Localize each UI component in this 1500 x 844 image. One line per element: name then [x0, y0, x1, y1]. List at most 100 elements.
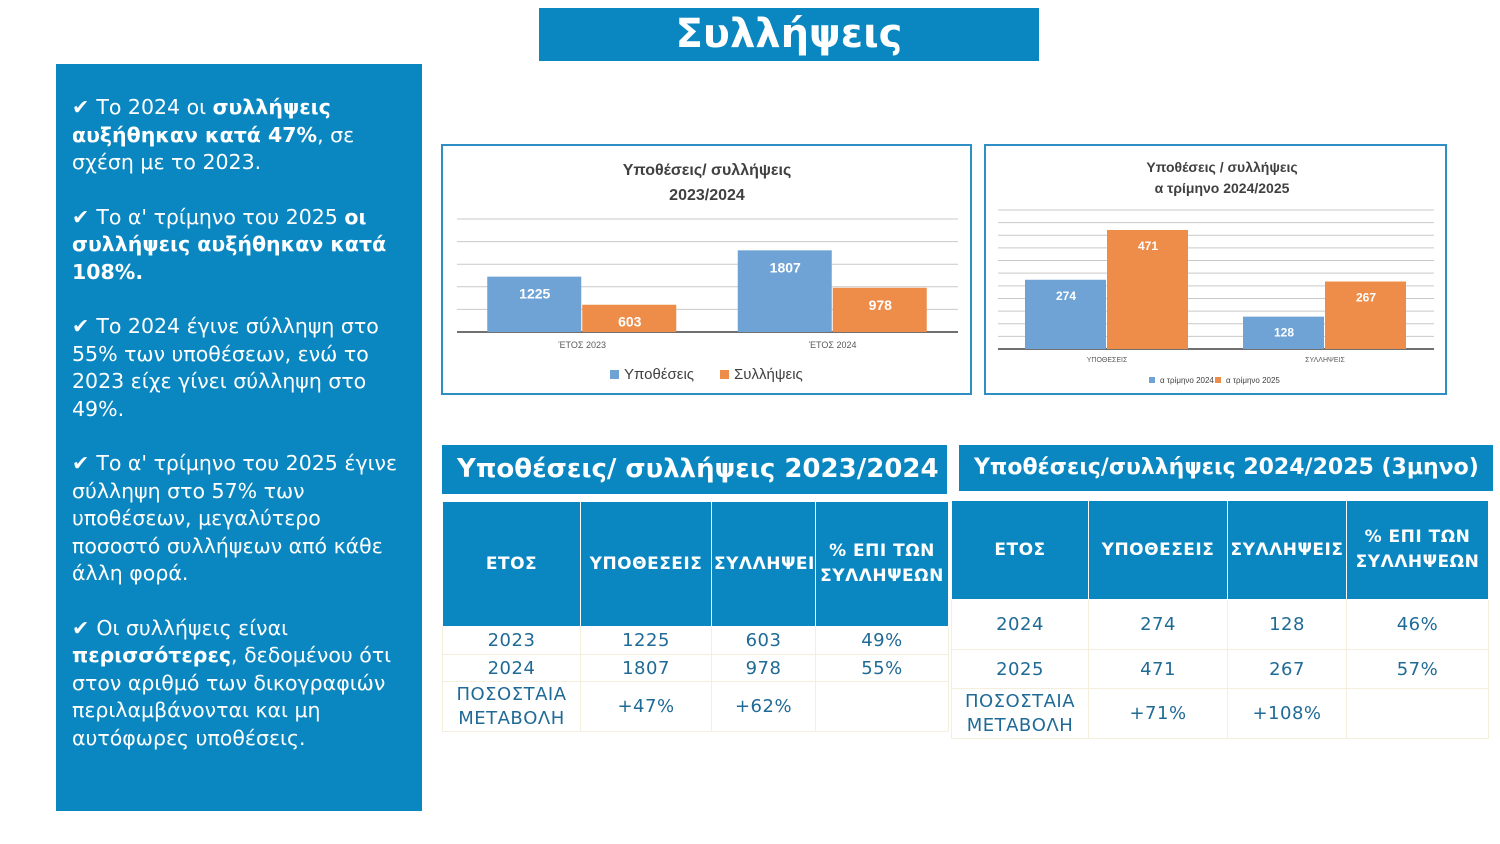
- table2: ΕΤΟΣ ΥΠΟΘΕΣΕΙΣ ΣΥΛΛΗΨΕΙΣ% ΕΠΙ ΤΩΝ ΣΥΛΛΗΨΕΩ…: [951, 500, 1489, 739]
- category-label: ΈΤΟΣ 2023: [558, 340, 606, 350]
- bullet-text: , δεδομένου ότι στον αριθμό των δικογραφ…: [72, 643, 392, 750]
- table-cell: [1346, 688, 1489, 739]
- chart-title: Υποθέσεις/ συλλήψεις: [623, 162, 792, 179]
- column-header: ΣΥΛΛΗΨΕΙΣ: [1227, 500, 1347, 600]
- table-cell: 55%: [815, 654, 949, 682]
- data-label: 1225: [519, 286, 550, 302]
- table-cell: 603: [711, 626, 816, 655]
- bar-series2: [1107, 229, 1188, 349]
- table-cell: 274: [1088, 599, 1228, 650]
- legend-label: Υποθέσεις: [624, 366, 694, 383]
- summary-bullet-5: ✔ Οι συλλήψεις είναι περισσότερες, δεδομ…: [72, 615, 408, 753]
- column-header: % ΕΠΙ ΤΩΝ ΣΥΛΛΗΨΕΩΝ: [815, 501, 949, 627]
- table-cell: 471: [1088, 649, 1228, 689]
- bullet-emphasis: συλλήψεις αυξήθηκαν κατά 47%: [72, 95, 331, 147]
- bar-series1: [737, 250, 832, 332]
- bullet-emphasis: περισσότερες: [72, 643, 232, 667]
- table-cell: +47%: [580, 681, 712, 732]
- summary-bullet-1: ✔ Το 2024 οι συλλήψεις αυξήθηκαν κατά 47…: [72, 94, 408, 177]
- bar-series1: [487, 276, 582, 332]
- bullet-text: , σε σχέση με το 2023.: [72, 122, 355, 175]
- checkmark-icon: ✔: [72, 314, 97, 338]
- category-label: ΣΥΛΛΗΨΕΙΣ: [1305, 357, 1345, 364]
- chart-title: 2023/2024: [669, 187, 745, 204]
- data-label: 267: [1356, 291, 1376, 305]
- legend-label: α τρίμηνο 2025: [1226, 376, 1280, 385]
- legend-swatch: [1215, 377, 1221, 383]
- table-row: 2025 471 267 57%: [951, 649, 1489, 689]
- legend-swatch: [1149, 377, 1155, 383]
- bullet-text: Οι συλλήψεις είναι: [96, 615, 289, 640]
- column-header: ΥΠΟΘΕΣΕΙΣ: [580, 501, 712, 627]
- table-cell: 267: [1227, 649, 1347, 689]
- data-label: 128: [1274, 326, 1294, 340]
- legend-swatch: [720, 370, 729, 379]
- bullet-text: Το α' τρίμηνο του 2025: [96, 204, 345, 229]
- table-cell: 57%: [1346, 649, 1489, 689]
- summary-panel: ✔ Το 2024 οι συλλήψεις αυξήθηκαν κατά 47…: [56, 64, 422, 811]
- data-label: 978: [869, 297, 893, 313]
- bullet-text: Το α' τρίμηνο του 2025 έγινε σύλληψη στο…: [72, 451, 398, 585]
- table1-title: Υποθέσεις/ συλλήψεις 2023/2024: [442, 445, 947, 494]
- table-cell: +71%: [1088, 688, 1228, 739]
- checkmark-icon: ✔: [72, 204, 97, 229]
- chart-title: α τρίμηνο 2024/2025: [1155, 180, 1290, 196]
- bar-series1: [1243, 316, 1324, 349]
- table-cell: 1807: [580, 654, 712, 682]
- table-cell: 128: [1227, 599, 1347, 650]
- table-row: 2024 1807 978 55%: [442, 654, 949, 682]
- legend-swatch: [610, 370, 619, 379]
- column-header: % ΕΠΙ ΤΩΝ ΣΥΛΛΗΨΕΩΝ: [1346, 500, 1489, 600]
- chart1-svg: Υποθέσεις/ συλλήψεις 2023/2024 1225 603 ΈΤΟΣ…: [457, 162, 958, 383]
- bar-series2: [832, 287, 927, 332]
- chart-cases-arrests-2023-2024: Υποθέσεις/ συλλήψεις 2023/2024 1225 603 ΈΤΟΣ…: [441, 144, 972, 395]
- chart-title: Υποθέσεις / συλλήψεις: [1146, 159, 1297, 175]
- table-row: 2023 1225 603 49%: [442, 626, 949, 655]
- bullet-text: Το 2024 έγινε σύλληψη στο 55% των υποθέσ…: [72, 314, 379, 421]
- table-row: 2024 274 128 46%: [951, 599, 1489, 650]
- table-cell: [815, 681, 949, 732]
- category-label: ΥΠΟΘΕΣΕΙΣ: [1087, 357, 1128, 364]
- bar-series2: [582, 304, 677, 332]
- table-cell: 1225: [580, 626, 712, 655]
- category-label: ΈΤΟΣ 2024: [808, 340, 856, 350]
- column-header: ΥΠΟΘΕΣΕΙΣ: [1088, 500, 1228, 600]
- table-cell: ΠΟΣΟΣΤΑΙΑ ΜΕΤΑΒΟΛΗ: [951, 688, 1089, 739]
- table-row: ΠΟΣΟΣΤΑΙΑ ΜΕΤΑΒΟΛΗ +71% +108%: [951, 688, 1489, 739]
- table-row: ΠΟΣΟΣΤΑΙΑ ΜΕΤΑΒΟΛΗ +47% +62%: [442, 681, 949, 732]
- table-cell: 2023: [442, 626, 581, 655]
- table-cell: ΠΟΣΟΣΤΑΙΑ ΜΕΤΑΒΟΛΗ: [442, 681, 581, 732]
- column-header: ΕΤΟΣ: [951, 500, 1089, 600]
- table-cell: +62%: [711, 681, 816, 732]
- checkmark-icon: ✔: [72, 95, 97, 119]
- data-label: 603: [618, 314, 642, 330]
- summary-bullet-3: ✔ Το 2024 έγινε σύλληψη στο 55% των υποθ…: [72, 313, 408, 423]
- summary-bullet-2: ✔ Το α' τρίμηνο του 2025 οι συλλήψεις αυ…: [72, 204, 408, 287]
- table-cell: 978: [711, 654, 816, 682]
- table2-title: Υποθέσεις/συλλήψεις 2024/2025 (3μηνο): [959, 445, 1493, 491]
- legend-label: α τρίμηνο 2024: [1160, 376, 1214, 385]
- data-label: 471: [1138, 239, 1158, 253]
- bullet-emphasis: οι συλλήψεις αυξήθηκαν κατά 108%.: [72, 204, 387, 284]
- table-cell: 2025: [951, 649, 1089, 689]
- bar-series1: [1025, 279, 1106, 349]
- checkmark-icon: ✔: [72, 451, 97, 475]
- table-cell: +108%: [1227, 688, 1347, 739]
- data-label: 274: [1056, 289, 1076, 303]
- summary-bullet-4: ✔ Το α' τρίμηνο του 2025 έγινε σύλληψη σ…: [72, 450, 408, 588]
- table-cell: 46%: [1346, 599, 1489, 650]
- table-cell: 49%: [815, 626, 949, 655]
- page-title: Συλλήψεις: [539, 8, 1039, 61]
- column-header: ΕΤΟΣ: [442, 501, 581, 627]
- chart2-svg: Υποθέσεις / συλλήψεις α τρίμηνο 2024/2025…: [998, 159, 1434, 385]
- column-header: ΣΥΛΛΗΨΕΙΣ: [711, 501, 816, 627]
- legend-label: Συλλήψεις: [734, 366, 803, 383]
- table-cell: 2024: [951, 599, 1089, 650]
- checkmark-icon: ✔: [72, 615, 97, 640]
- bar-series2: [1325, 281, 1406, 349]
- data-label: 1807: [770, 259, 801, 275]
- table-cell: 2024: [442, 654, 581, 682]
